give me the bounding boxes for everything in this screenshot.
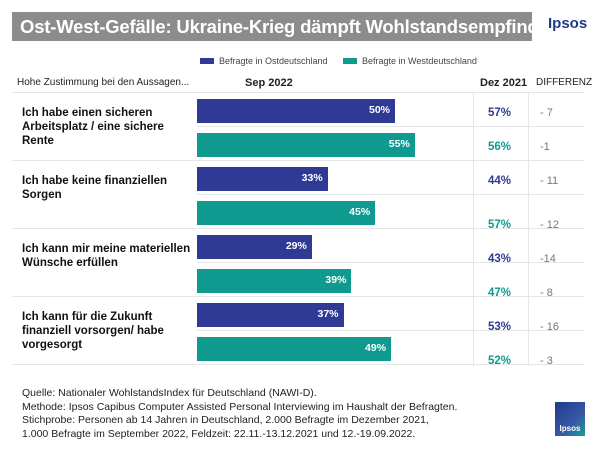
dez-2021-west: 52% [488, 355, 512, 367]
dez-2021-ost: 53% [488, 321, 512, 333]
bar-ost: 29% [197, 235, 312, 259]
bar-west: 55% [197, 133, 415, 157]
legend-swatch-ost [200, 58, 214, 64]
legend-item-ost: Befragte in Ostdeutschland [200, 56, 328, 66]
difference-value: -1 [540, 141, 550, 153]
difference-value: - 8 [540, 287, 553, 299]
bar-ost: 33% [197, 167, 328, 191]
header-sep-2022: Sep 2022 [245, 77, 293, 89]
column-divider [528, 92, 529, 366]
difference-value: - 11 [540, 175, 559, 187]
legend-item-west: Befragte in Westdeutschland [343, 56, 477, 66]
group-divider [12, 228, 584, 229]
column-divider [473, 92, 474, 366]
row-divider [197, 262, 584, 263]
header-differenz: DIFFERENZ [536, 77, 593, 88]
difference-value: -14 [540, 253, 556, 265]
bar-ost: 50% [197, 99, 395, 123]
footer-notes: Quelle: Nationaler WohlstandsIndex für D… [22, 387, 457, 441]
difference-value: - 12 [540, 219, 559, 231]
ipsos-logo: Ipsos [555, 402, 585, 436]
footer-fieldwork: 1.000 Befragte im September 2022, Feldze… [22, 427, 416, 440]
footer-method: Methode: Ipsos Capibus Computer Assisted… [22, 400, 458, 413]
bar-ost: 37% [197, 303, 344, 327]
legend-label-ost: Befragte in Ostdeutschland [219, 56, 328, 66]
header-dez-2021: Dez 2021 [480, 77, 528, 89]
dez-2021-ost: 44% [488, 175, 512, 187]
difference-value: - 7 [540, 107, 553, 119]
footer-source: Quelle: Nationaler WohlstandsIndex für D… [22, 387, 317, 399]
dez-2021-ost: 57% [488, 107, 512, 119]
row-divider [197, 194, 584, 195]
row-divider [197, 330, 584, 331]
bar-west: 39% [197, 269, 352, 293]
category-label: Ich habe einen sicheren Arbeitsplatz / e… [22, 107, 164, 147]
category-label: Ich kann mir meine materiellen Wünsche e… [22, 243, 191, 269]
category-label: Ich kann für die Zukunft finanziell vors… [22, 311, 164, 351]
dez-2021-west: 47% [488, 287, 512, 299]
header-divider [12, 92, 584, 93]
group-divider [12, 160, 584, 161]
slide-title: Ost-West-Gefälle: Ukraine-Krieg dämpft W… [12, 12, 560, 41]
group-divider [12, 296, 584, 297]
bar-west: 45% [197, 201, 376, 225]
row-divider [197, 126, 584, 127]
category-label: Ich habe keine finanziellen Sorgen [22, 175, 168, 201]
bar-west: 49% [197, 337, 392, 361]
legend-label-west: Befragte in Westdeutschland [362, 56, 477, 66]
dez-2021-west: 56% [488, 141, 512, 153]
difference-value: - 3 [540, 355, 553, 367]
header-label: Hohe Zustimmung bei den Aussagen... [17, 77, 190, 88]
dez-2021-ost: 43% [488, 253, 512, 265]
group-divider [12, 364, 584, 365]
footer-sample: Stichprobe: Personen ab 14 Jahren in Deu… [22, 414, 429, 426]
ipsos-logo-text: Ipsos [548, 15, 588, 32]
dez-2021-west: 57% [488, 219, 512, 231]
difference-value: - 16 [540, 321, 559, 333]
legend-swatch-west [343, 58, 357, 64]
